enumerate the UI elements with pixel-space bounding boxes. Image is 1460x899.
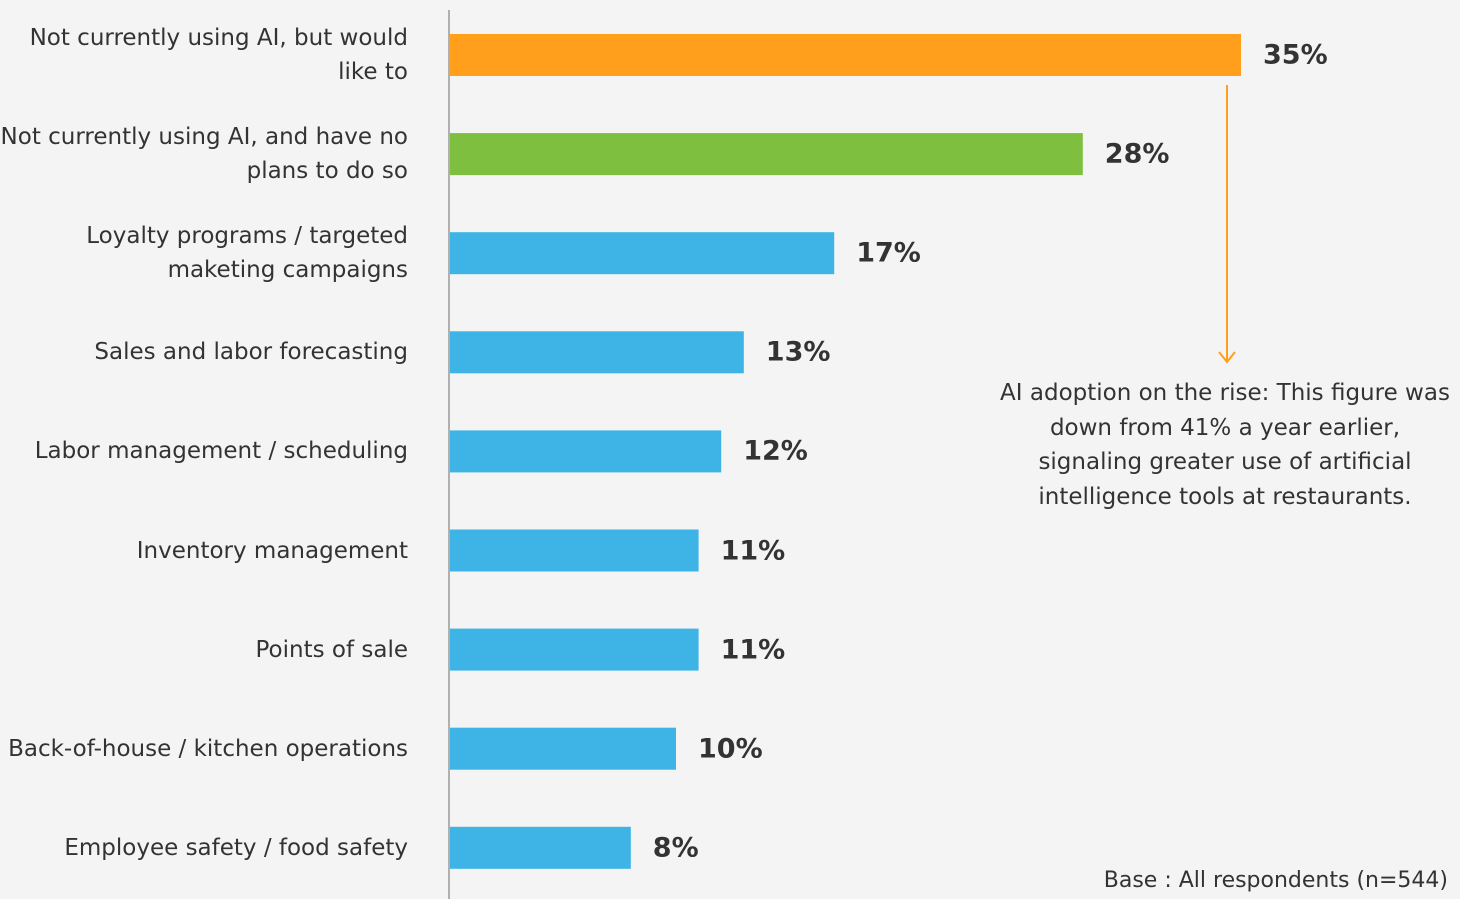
- bar: [450, 133, 1083, 176]
- value-label: 11%: [720, 535, 786, 566]
- value-label: 11%: [720, 634, 786, 666]
- bar: [450, 331, 744, 374]
- bar: [450, 232, 835, 275]
- bar: [450, 430, 722, 473]
- category-label: Points of sale: [255, 636, 409, 663]
- category-label: Sales and labor forecasting: [94, 339, 408, 366]
- footnote: Base : All respondents (n=544): [1103, 868, 1448, 893]
- value-label: 28%: [1104, 138, 1170, 170]
- value-label: 12%: [743, 435, 808, 467]
- category-label: Labor management / scheduling: [34, 438, 408, 465]
- category-label: Loyalty programs / targeted maketing cam…: [86, 223, 408, 284]
- value-label: 10%: [698, 733, 763, 765]
- bar: [450, 34, 1241, 76]
- category-label: Not currently using AI, and have no plan…: [0, 124, 408, 185]
- bar: [450, 826, 631, 869]
- category-label: Not currently using AI, but would like t…: [29, 25, 408, 85]
- bar: [450, 529, 699, 572]
- category-label: Back-of-house / kitchen operations: [8, 735, 408, 762]
- value-label: 35%: [1263, 39, 1328, 71]
- value-label: 8%: [652, 832, 699, 864]
- bar: [450, 628, 699, 671]
- annotation: AI adoption on the rise: This figure was…: [1000, 380, 1450, 510]
- category-label: Employee safety / food safety: [64, 834, 408, 861]
- value-label: 13%: [765, 336, 831, 368]
- category-label: Inventory management: [136, 537, 408, 564]
- bar: [450, 727, 676, 770]
- value-label: 17%: [856, 237, 921, 269]
- annotation-arrowhead: [1218, 351, 1236, 364]
